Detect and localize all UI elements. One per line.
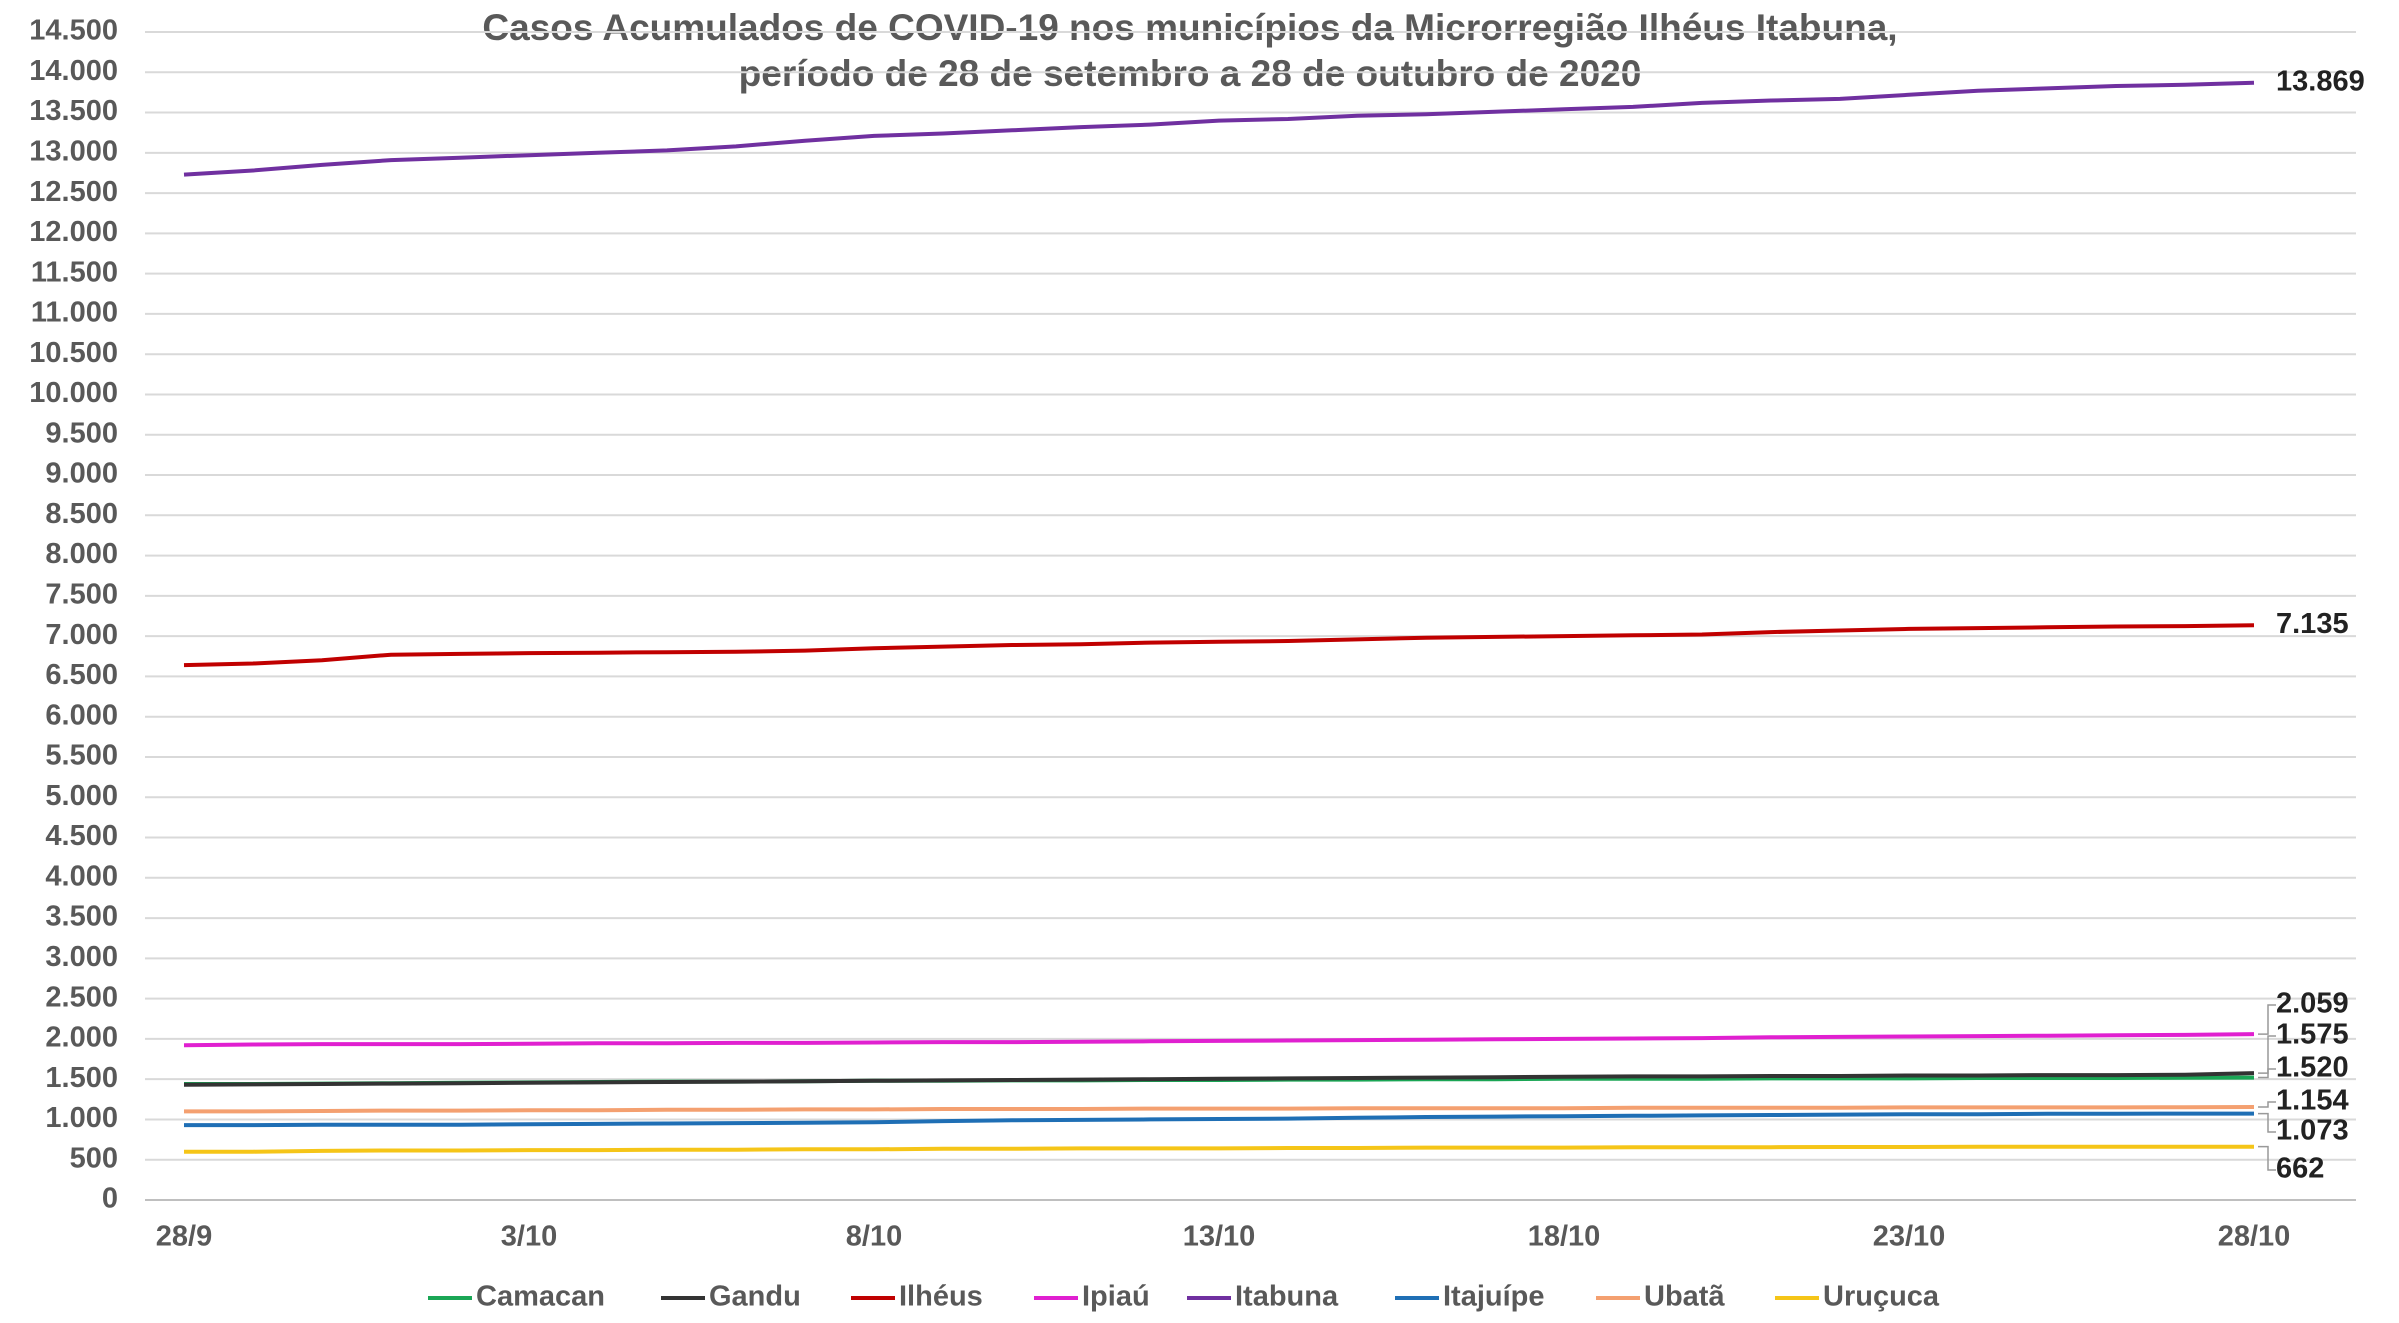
leader-line [2258,1004,2276,1035]
legend-label: Itajuípe [1443,1281,1545,1313]
y-tick-label: 0 [102,1183,118,1215]
y-tick-label: 11.000 [31,297,118,329]
y-tick-label: 8.500 [45,498,118,530]
data-label: 662 [2276,1153,2324,1185]
series-line [184,1144,2255,1154]
chart-title: Casos Acumulados de COVID-19 nos municíp… [482,7,1897,48]
leader-line [2258,1145,2276,1171]
y-tick-label: 10.500 [29,337,118,369]
y-tick-label: 500 [70,1142,118,1174]
y-tick-label: 2.000 [45,1022,118,1054]
chart-subtitle: período de 28 de setembro a 28 de outubr… [739,53,1642,94]
y-tick-label: 12.500 [29,176,118,208]
y-tick-label: 1.000 [45,1102,118,1134]
series-line [183,80,2255,177]
series-line [183,1032,2255,1048]
legend-label: Ubatã [1644,1281,1725,1313]
legend-label: Ilhéus [899,1281,983,1313]
x-tick-label: 28/9 [156,1221,212,1253]
y-tick-label: 10.000 [29,377,118,409]
y-tick-label: 7.000 [45,619,118,651]
legend-label: Gandu [709,1281,801,1313]
data-label: 1.154 [2276,1085,2349,1117]
data-label: 7.135 [2276,608,2349,640]
data-label: 13.869 [2276,65,2365,97]
y-tick-label: 5.500 [45,740,118,772]
y-tick-label: 3.000 [45,941,118,973]
leader-line [2258,1112,2276,1133]
y-tick-label: 13.500 [29,95,118,127]
legend-label: Ipiaú [1082,1281,1150,1313]
y-tick-label: 6.500 [45,659,118,691]
y-tick-label: 1.500 [45,1062,118,1094]
y-tick-label: 5.000 [45,780,118,812]
y-tick-label: 4.500 [45,820,118,852]
y-tick-label: 2.500 [45,981,118,1013]
y-tick-label: 13.000 [29,135,118,167]
x-tick-label: 23/10 [1873,1221,1946,1253]
series-line [184,1105,2255,1114]
data-label: 1.073 [2276,1115,2349,1147]
series-line [183,1071,2255,1087]
y-tick-label: 7.500 [45,579,118,611]
y-tick-label: 14.500 [29,15,118,47]
legend-label: Itabuna [1235,1281,1339,1313]
y-tick-label: 12.000 [29,216,118,248]
data-label: 2.059 [2276,988,2349,1020]
legend-label: Uruçuca [1823,1281,1940,1313]
y-tick-label: 9.500 [45,417,118,449]
series-line [184,1111,2254,1128]
legend-label: Camacan [476,1281,605,1313]
y-tick-label: 8.000 [45,538,118,570]
y-tick-label: 11.500 [31,256,118,288]
y-tick-label: 9.000 [45,458,118,490]
y-tick-label: 3.500 [45,901,118,933]
x-tick-label: 3/10 [501,1221,557,1253]
leader-line [2258,1101,2276,1108]
data-label: 1.520 [2276,1052,2349,1084]
series-line [183,623,2255,668]
y-tick-label: 14.000 [29,55,118,87]
leader-line [2258,1035,2276,1074]
x-tick-label: 13/10 [1183,1221,1256,1253]
data-label: 1.575 [2276,1019,2349,1051]
y-tick-label: 4.000 [45,860,118,892]
x-tick-label: 28/10 [2218,1221,2291,1253]
y-tick-label: 6.000 [45,699,118,731]
x-tick-label: 8/10 [846,1221,902,1253]
x-tick-label: 18/10 [1528,1221,1601,1253]
